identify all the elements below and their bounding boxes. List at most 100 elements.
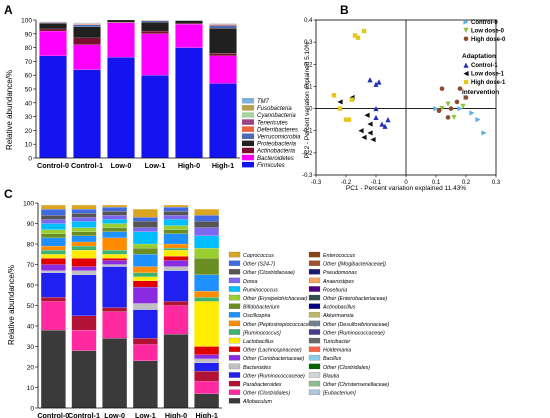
point-control-1 — [373, 81, 379, 87]
x-tick-label: 0.3 — [492, 180, 501, 186]
bar-high-0-other-ruminococcaceae — [163, 270, 189, 302]
x-tick-label: 0 — [404, 180, 408, 186]
bar-control-1-other-lachnospiraceae — [71, 258, 97, 267]
x-tick-label-control-1: Control-1 — [68, 411, 100, 418]
legend-swatch-other-s24-7 — [228, 260, 241, 266]
bar-high-0-bacteroides — [163, 266, 189, 271]
legend-label-other-erysipelotrichaceae: Other (Erysipelotrichaceae) — [243, 296, 308, 302]
legend-label-firmicutes: Firmicutes — [257, 163, 285, 169]
bar-control-1-firmicutes — [73, 69, 101, 159]
legend-swatch-enterococcus — [308, 251, 321, 258]
x-tick-label: 0.2 — [462, 180, 471, 186]
y-tick-label: 50 — [25, 87, 33, 94]
legend-label-control-0: Control-0 — [471, 20, 498, 26]
y-tick-label: 0 — [30, 406, 34, 413]
panel-label-b: B — [340, 3, 349, 17]
panel-b-scatter-plot: B PC2 - Percent variation explained 5.10… — [302, 3, 506, 192]
x-tick-label-low-1: Low-1 — [135, 411, 156, 418]
y-tick-label: -0.1 — [302, 129, 313, 135]
legend-swatch-dorea — [228, 277, 241, 284]
bar-high-1-bacteroides — [194, 358, 220, 363]
legend-label-other-enterobacteriaceae: Other (Enterobacteriaceae) — [323, 296, 387, 302]
bar-low-1-verrucomicrobia — [141, 20, 169, 23]
legend-label-other-clostridiales: Other (Clostridiales) — [323, 365, 370, 371]
bar-control-1-parabacteroides — [71, 315, 97, 331]
legend-marker-control-1 — [463, 62, 469, 68]
point-low-dose-1 — [367, 130, 373, 136]
y-tick-label: 20 — [25, 128, 33, 135]
bar-low-0-ruminococcus — [102, 219, 128, 224]
panel-a-legend: TM7FusobacteriaCyanobacteriaTenericutesD… — [242, 98, 301, 169]
point-high-dose-1 — [361, 28, 367, 34]
bar-control-1-ruminococcus — [71, 245, 97, 251]
bar-control-1-coprococcus — [71, 204, 97, 210]
legend-label-tm7: TM7 — [257, 99, 270, 105]
bar-high-0-dorea — [163, 215, 189, 220]
legend-label-proteobacteria: Proteobacteria — [257, 142, 297, 148]
bar-control-1-other-clostridiales — [71, 330, 97, 351]
legend-label-cyanobacteria: Cyanobacteria — [257, 113, 296, 119]
legend-label-actinobacteria: Actinobacteria — [256, 149, 296, 155]
point-low-dose-1 — [361, 134, 367, 140]
bar-low-0-other-clostridiales — [102, 311, 128, 339]
bar-low-0-other-ruminococcaceae — [102, 266, 128, 308]
point-control-0 — [469, 110, 475, 116]
bar-control-1-verrucomicrobia — [73, 24, 101, 27]
legend-swatch-other-ruminococcaceae — [308, 329, 321, 335]
x-tick-label-high-1: High-1 — [195, 411, 217, 418]
bar-control-0-dorea — [40, 219, 66, 224]
bar-control-0-other-erysipelotrichaceae — [40, 229, 66, 234]
x-tick-label-low-0: Low-0 — [104, 411, 125, 418]
legend-label-deferribacteres: Deferribacteres — [257, 127, 298, 133]
bar-high-1-other-s24-7 — [194, 215, 220, 222]
point-low-dose-1 — [370, 136, 376, 143]
point-high-dose-0 — [436, 108, 442, 114]
bar-control-1-other-s24-7 — [71, 209, 97, 214]
legend-label-other-clostridiaceae: Other (Clostridiaceae) — [243, 270, 295, 276]
y-tick-label: 70 — [27, 262, 35, 269]
bar-high-1-actinobacteria — [209, 53, 237, 56]
bar-high-0-bacteroidetes — [175, 24, 203, 48]
legend-swatch-lactobacillus — [228, 337, 241, 344]
panel-b-legend: Control-0 Low dose-0 High dose-0 Control-1 L… — [463, 19, 506, 86]
legend-swatch-proteobacteria — [242, 140, 254, 147]
y-tick-label: 0.1 — [304, 84, 313, 90]
legend-swatch-eubacterium — [308, 389, 321, 395]
point-high-dose-0 — [445, 115, 451, 120]
point-low-dose-0 — [439, 105, 445, 112]
legend-swatch-bacteroidetes — [242, 154, 254, 161]
bar-control-0-parabacteroides — [40, 297, 66, 302]
point-high-dose-0 — [439, 86, 445, 91]
x-tick-label: -0.2 — [341, 180, 352, 186]
bar-control-0-actinobacteria — [39, 28, 67, 32]
legend-label-anaerostipes: Anaerostipes — [322, 279, 354, 285]
x-tick-label-low-1: Low-1 — [145, 161, 166, 170]
bar-low-1-bacteroides — [132, 303, 158, 310]
legend-swatch-bifidobacterium — [228, 303, 241, 309]
legend-label-other-ruminococcaceae: Other (Ruminococcaceae) — [323, 330, 385, 336]
panel-a-y-axis-label: Relative abundance/% — [5, 70, 14, 150]
bar-control-0-other-clostridiaceae — [40, 215, 66, 220]
legend-marker-high-dose-0 — [463, 36, 469, 42]
bar-control-0-bacteroides — [40, 270, 66, 273]
legend-label-tenericutes: Tenericutes — [257, 120, 288, 126]
bar-control-1-other-peptostreptococcaceae — [71, 241, 97, 247]
x-tick-label-control-0: Control-0 — [37, 161, 69, 170]
legend-label-holdemania: Holdemania — [323, 348, 351, 354]
legend-swatch-other-enterobacteriaceae — [308, 294, 321, 301]
bar-high-1-ruminococcus — [194, 235, 220, 249]
y-tick-label: 30 — [25, 114, 33, 121]
legend-label-control-1: Control-1 — [471, 63, 498, 69]
legend-label-verrucomicrobia: Verrucomicrobia — [257, 135, 301, 141]
legend-swatch-coprococcus — [228, 251, 241, 258]
legend-label-ruminococcus: [Ruminococcus] — [242, 330, 281, 336]
bar-control-1-tenericutes — [73, 23, 101, 25]
legend-label-dorea: Dorea — [243, 279, 257, 285]
point-control-1 — [376, 79, 382, 85]
legend-label-blautia: Blautia — [323, 373, 339, 379]
bar-high-1-other-peptostreptococcaceae — [194, 291, 220, 298]
legend-marker-low-dose-1 — [463, 71, 469, 77]
annotation-adaptation: Adaptation — [462, 53, 496, 60]
y-tick-label: -0.3 — [302, 173, 313, 179]
legend-swatch-other-lachnospiraceae — [228, 346, 241, 352]
